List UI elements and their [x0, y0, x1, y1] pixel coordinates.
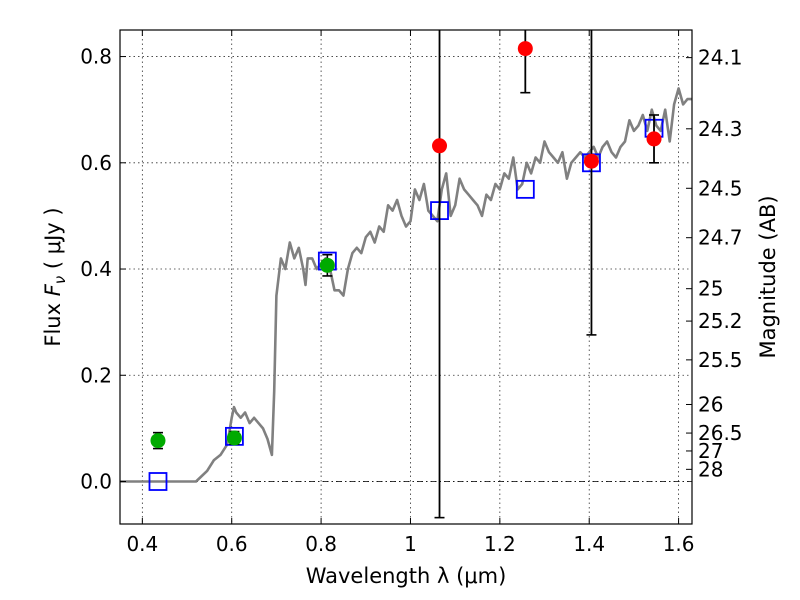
photometry-point	[432, 138, 448, 154]
series-optical-photometry	[150, 253, 335, 450]
magnitude-tick-label: 27	[698, 439, 723, 463]
axis-ticks: 0.4 0.6 0.8 1 1.2 1.4 1.6 0.0 0.2 0.4 0.6 0.8 24.1 24…	[80, 30, 743, 556]
series-model-photometry	[148, 118, 664, 491]
x-tick-label: 0.4	[126, 532, 158, 556]
magnitude-tick-label: 28	[698, 457, 723, 481]
y-axis-label-prefix: Flux	[41, 296, 65, 346]
magnitude-tick-label: 24.1	[698, 46, 743, 70]
photometry-point	[150, 433, 166, 449]
y-tick-label: 0.4	[80, 257, 112, 281]
y-axis-label: Flux Fν ( μJy )	[41, 207, 69, 346]
y-axis-label-subscript: ν	[51, 276, 69, 284]
magnitude-tick-label: 24.7	[698, 226, 743, 250]
magnitude-tick-label: 25.5	[698, 348, 743, 372]
magnitude-tick-label: 24.3	[698, 117, 743, 141]
magnitude-tick-label: 24.5	[698, 176, 743, 200]
y-tick-label: 0.8	[80, 45, 112, 69]
x-tick-label: 1.2	[484, 532, 516, 556]
magnitude-tick-label: 26.5	[698, 421, 743, 445]
x-axis-label: Wavelength λ (μm)	[306, 564, 507, 588]
photometry-point	[517, 41, 533, 57]
model-sed-line	[120, 87, 692, 483]
plot-frame	[119, 29, 693, 525]
series-near-ir-photometry	[432, 30, 662, 519]
magnitude-tick-label: 26	[698, 392, 723, 416]
model-photometry-point	[515, 179, 535, 199]
grid-lines	[120, 30, 692, 524]
x-tick-label: 0.8	[305, 532, 337, 556]
x-tick-label: 0.6	[216, 532, 248, 556]
series-model-sed	[120, 87, 692, 483]
y-tick-label: 0.2	[80, 363, 112, 387]
y-axis-label-symbol: F	[41, 283, 65, 296]
photometry-point	[583, 153, 599, 169]
y-tick-label: 0.6	[80, 151, 112, 175]
magnitude-tick-label: 25	[698, 277, 723, 301]
photometry-point	[319, 257, 335, 273]
photometry-point	[226, 430, 242, 446]
series-layer	[120, 30, 692, 519]
photometry-point	[646, 131, 662, 147]
x-tick-label: 1.4	[573, 532, 605, 556]
y-axis-label-suffix: ( μJy )	[41, 207, 65, 275]
magnitude-tick-label: 25.2	[698, 309, 743, 333]
y-tick-label: 0.0	[80, 470, 112, 494]
x-tick-label: 1.6	[663, 532, 695, 556]
model-photometry-point	[148, 472, 168, 491]
y2-axis-label: Magnitude (AB)	[756, 195, 780, 358]
x-tick-label: 1	[404, 532, 417, 556]
